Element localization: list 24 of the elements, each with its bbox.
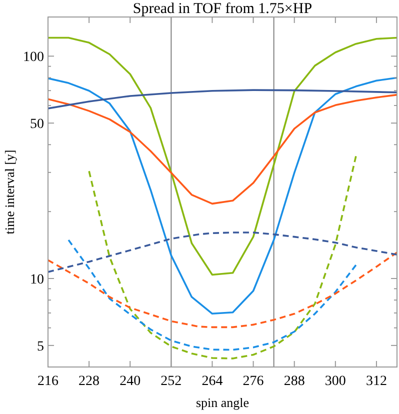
x-tick-label: 300 xyxy=(324,374,346,389)
line-series xyxy=(48,232,397,273)
y-tick-label: 5 xyxy=(37,339,44,354)
line-series xyxy=(48,36,397,276)
x-tick-label: 216 xyxy=(38,374,58,389)
x-tick-label: 288 xyxy=(284,374,305,389)
x-tick-label: 264 xyxy=(202,374,223,389)
line-series xyxy=(48,89,397,110)
y-tick-label: 50 xyxy=(30,116,44,132)
chart-title: Spread in TOF from 1.75×HP xyxy=(132,1,312,17)
y-axis-title: time interval [y] xyxy=(2,150,17,234)
x-tick-label: 228 xyxy=(78,374,100,389)
line-series xyxy=(88,155,357,360)
line-series xyxy=(48,252,397,328)
x-tick-label: 252 xyxy=(160,374,182,389)
y-tick-label: 10 xyxy=(30,272,44,288)
line-series xyxy=(48,76,397,315)
x-tick-label: 276 xyxy=(242,374,264,389)
line-series xyxy=(48,94,397,205)
x-axis-title: spin angle xyxy=(196,395,250,410)
x-tick-label: 240 xyxy=(120,374,141,389)
y-tick-label: 100 xyxy=(23,50,44,66)
x-tick-label: 312 xyxy=(366,374,387,389)
line-series xyxy=(68,239,357,351)
